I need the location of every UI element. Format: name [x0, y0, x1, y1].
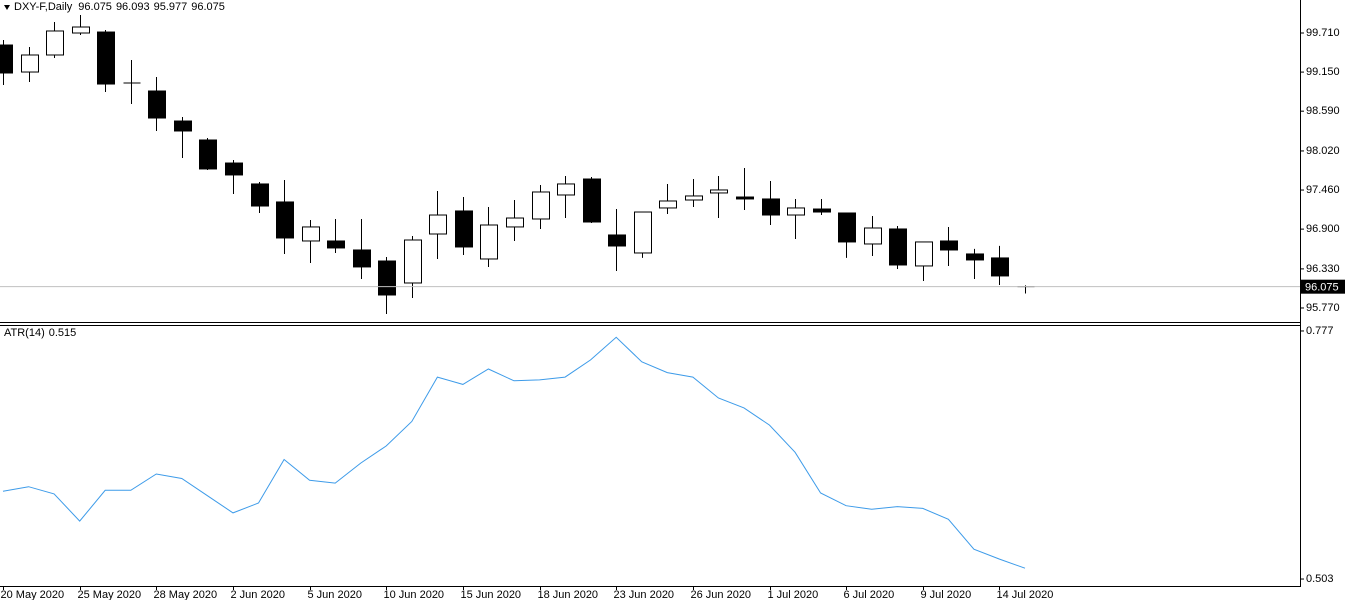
- candle-body: [404, 239, 422, 284]
- candle-body: [838, 212, 856, 243]
- candle-body: [915, 241, 933, 267]
- low-value: 95.977: [154, 1, 188, 13]
- x-tick-label: 9 Jul 2020: [921, 589, 972, 600]
- candle-body: [21, 54, 39, 73]
- candle-body: [685, 195, 703, 201]
- last-price-label: 96.075: [1305, 282, 1339, 294]
- y-tick-label: 98.590: [1306, 105, 1340, 117]
- candle-body: [302, 226, 320, 242]
- high-value: 96.093: [116, 1, 150, 13]
- x-tick-label: 18 Jun 2020: [538, 589, 599, 600]
- y-tick-label: 95.770: [1306, 302, 1340, 314]
- y-tick-label: 99.150: [1306, 66, 1340, 78]
- candle-body: [634, 211, 652, 254]
- x-tick-label: 25 May 2020: [78, 589, 142, 600]
- candle-body: [710, 189, 728, 194]
- x-tick-label: 15 Jun 2020: [461, 589, 522, 600]
- open-value: 96.075: [78, 1, 112, 13]
- candle-body: [736, 196, 754, 200]
- candle-body: [429, 214, 447, 235]
- symbol: DXY-F,Daily: [14, 1, 73, 13]
- x-tick-label: 14 Jul 2020: [997, 589, 1054, 600]
- x-tick-label: 20 May 2020: [1, 589, 65, 600]
- candle-body: [276, 201, 294, 239]
- candle-body: [864, 227, 882, 245]
- last-price-box: [1301, 279, 1345, 294]
- x-tick-label: 6 Jul 2020: [844, 589, 895, 600]
- candle-body: [353, 249, 371, 268]
- candle-body: [940, 240, 958, 251]
- chart-header: DXY-F,Daily 96.075 96.093 95.977 96.075: [14, 1, 225, 13]
- candle-body: [991, 257, 1009, 277]
- y-tick-label: 0.503: [1306, 573, 1334, 585]
- collapse-icon[interactable]: [4, 5, 10, 10]
- candle-body: [889, 228, 907, 266]
- candle-body: [762, 198, 780, 216]
- candle-body: [327, 240, 345, 249]
- x-tick-label: 2 Jun 2020: [231, 589, 285, 600]
- y-tick-label: 97.460: [1306, 184, 1340, 196]
- indicator-header: ATR(14) 0.515: [4, 327, 76, 339]
- y-tick-label: 99.710: [1306, 27, 1340, 39]
- y-tick-label: 98.020: [1306, 145, 1340, 157]
- candle-body: [378, 260, 396, 296]
- indicator-value: 0.515: [49, 327, 77, 339]
- x-tick-label: 10 Jun 2020: [384, 589, 445, 600]
- candle-body: [480, 224, 498, 260]
- candle-body: [813, 208, 831, 213]
- candle-body: [608, 234, 626, 247]
- candle-body: [0, 44, 13, 74]
- candle-body: [225, 162, 243, 176]
- candle-body: [148, 90, 166, 119]
- candle-body: [787, 207, 805, 216]
- candle-body: [532, 191, 550, 220]
- candle-body: [506, 217, 524, 228]
- x-tick-label: 23 Jun 2020: [614, 589, 675, 600]
- x-tick-label: 5 Jun 2020: [308, 589, 362, 600]
- candle-body: [557, 183, 575, 196]
- candle-body: [199, 139, 217, 170]
- candle-body: [966, 253, 984, 261]
- close-value: 96.075: [191, 1, 225, 13]
- indicator-line: [2, 336, 1026, 569]
- candle-body: [174, 120, 192, 132]
- indicator-title: ATR(14): [4, 327, 45, 339]
- x-tick-label: 26 Jun 2020: [691, 589, 752, 600]
- candle-body: [583, 178, 601, 223]
- candle-body: [455, 210, 473, 248]
- candle-body: [72, 26, 90, 34]
- candle-body: [97, 31, 115, 85]
- y-tick-label: 96.900: [1306, 223, 1340, 235]
- candle-body: [251, 183, 269, 207]
- x-tick-label: 28 May 2020: [154, 589, 218, 600]
- x-tick-label: 1 Jul 2020: [768, 589, 819, 600]
- y-tick-label: 0.777: [1306, 325, 1334, 337]
- candle-body: [659, 200, 677, 209]
- candle-body: [46, 30, 64, 56]
- y-tick-label: 96.330: [1306, 263, 1340, 275]
